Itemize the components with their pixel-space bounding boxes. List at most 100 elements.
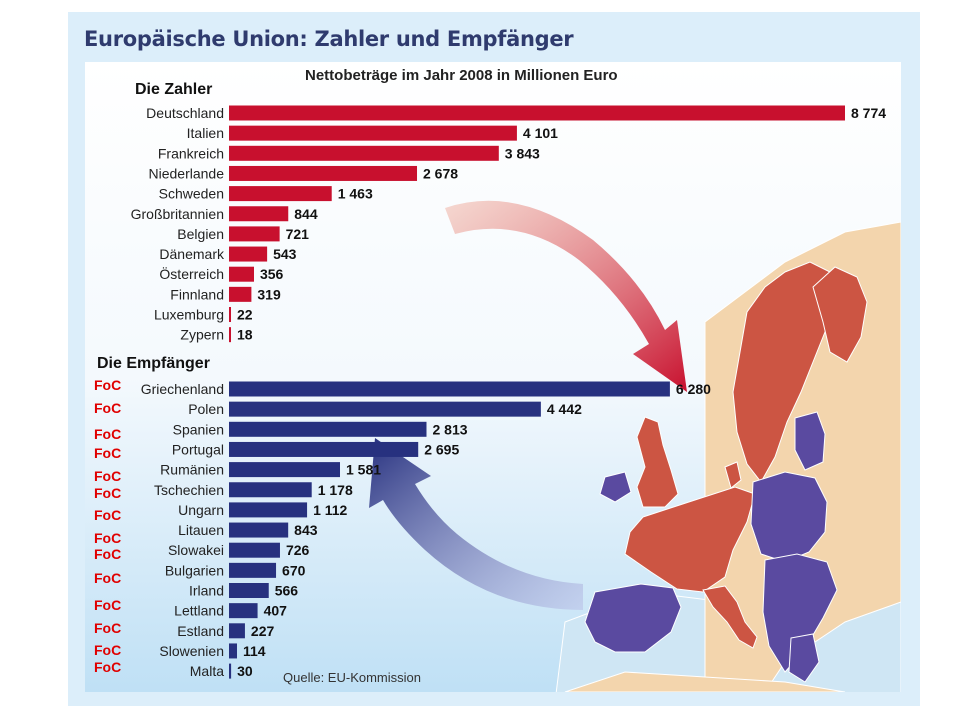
recipient-category-label: Irland <box>189 583 224 599</box>
payer-value-label: 4 101 <box>523 125 558 141</box>
recipient-category-label: Litauen <box>178 522 224 538</box>
payer-category-label: Dänemark <box>159 246 225 262</box>
recipient-bar-malta <box>229 663 232 679</box>
payer-bar-zypern <box>229 327 231 343</box>
recipient-bar-ungarn <box>229 502 308 518</box>
map-payer-italy <box>702 585 758 649</box>
recipient-value-label: 670 <box>282 562 306 578</box>
recipient-value-label: 6 280 <box>676 381 711 397</box>
recipient-bar-irland <box>229 583 269 598</box>
payer-category-label: Finnland <box>170 286 224 302</box>
foc-annotation: FoC <box>94 507 122 523</box>
recipient-category-label: Griechenland <box>141 381 224 397</box>
recipient-bar-litauen <box>229 522 289 538</box>
map-recipient-iberia <box>584 583 682 653</box>
payer-value-label: 543 <box>273 246 297 262</box>
map-recipient-ireland <box>599 471 632 503</box>
foc-annotation: FoC <box>94 597 122 613</box>
recipient-category-label: Lettland <box>174 603 224 619</box>
payer-value-label: 356 <box>260 266 284 282</box>
recipient-value-label: 2 695 <box>424 441 459 457</box>
foc-annotation: FoC <box>94 485 122 501</box>
payer-value-label: 1 463 <box>338 186 373 202</box>
recipient-bar-polen <box>229 401 541 417</box>
map-payer-west <box>624 486 756 593</box>
foc-annotation: FoC <box>94 570 122 586</box>
map-payer-britain <box>636 416 679 508</box>
payer-value-label: 721 <box>286 226 310 242</box>
payer-category-label: Schweden <box>159 186 224 202</box>
payer-bar-niederlande <box>229 165 418 181</box>
foc-annotation: FoC <box>94 659 122 675</box>
bar-chart: Deutschland 8 774 Italien 4 101 Frankreich 3 … <box>85 62 901 692</box>
payer-category-label: Österreich <box>159 265 224 282</box>
payer-value-label: 18 <box>237 327 253 343</box>
recipient-category-label: Bulgarien <box>165 562 224 578</box>
payer-bar-frankreich <box>229 145 499 161</box>
recipient-bar-slowenien <box>229 643 238 659</box>
source-note: Quelle: EU-Kommission <box>283 670 421 685</box>
foc-annotation: FoC <box>94 426 122 442</box>
map-recipient-greece <box>788 633 820 683</box>
payer-bar-finnland <box>229 286 252 302</box>
recipient-value-label: 227 <box>251 623 275 639</box>
recipient-bar-slowakei <box>229 542 280 558</box>
recipient-category-label: Malta <box>190 663 224 679</box>
map-payer-finland <box>812 266 868 363</box>
recipient-value-label: 4 442 <box>547 401 582 417</box>
recipient-value-label: 30 <box>237 663 253 679</box>
payer-bar-belgien <box>229 226 280 242</box>
recipient-bar-griechenland <box>229 381 670 397</box>
recipient-bar-spanien <box>229 421 427 437</box>
recipient-category-label: Rumänien <box>160 462 224 478</box>
recipient-value-label: 1 581 <box>346 462 381 478</box>
europe-map <box>555 221 901 692</box>
recipient-value-label: 1 178 <box>318 482 353 498</box>
payer-category-label: Zypern <box>180 327 224 343</box>
recipient-value-label: 1 112 <box>313 502 347 518</box>
recipient-bar-lettland <box>229 603 258 619</box>
recipient-category-label: Polen <box>188 401 224 417</box>
recipient-category-label: Tschechien <box>154 482 224 498</box>
recipient-category-label: Spanien <box>173 421 224 437</box>
recipient-bar-bulgarien <box>229 562 277 578</box>
payer-value-label: 844 <box>294 206 318 222</box>
map-recipient-baltics <box>794 411 826 471</box>
chart-subtitle: Nettobeträge im Jahr 2008 in Millionen E… <box>305 67 618 84</box>
payer-category-label: Luxemburg <box>154 307 224 323</box>
recipient-category-label: Portugal <box>172 441 224 457</box>
payer-category-label: Belgien <box>177 226 224 242</box>
map-payer-denmark <box>724 461 742 489</box>
payer-category-label: Niederlande <box>149 165 225 181</box>
foc-annotation: FoC <box>94 530 122 546</box>
payer-category-label: Deutschland <box>146 105 224 121</box>
recipient-bar-tschechien <box>229 482 312 498</box>
recipient-bar-estland <box>229 623 245 639</box>
foc-annotation: FoC <box>94 468 122 484</box>
payer-bar-schweden <box>229 186 332 202</box>
payer-bar-österreich <box>229 266 254 282</box>
recipient-category-label: Slowakei <box>168 542 224 558</box>
recipient-category-label: Slowenien <box>159 643 224 659</box>
payer-bar-italien <box>229 125 517 141</box>
payer-bar-großbritannien <box>229 206 289 222</box>
foc-annotation: FoC <box>94 546 122 562</box>
recipient-category-label: Ungarn <box>178 502 224 518</box>
recipient-value-label: 726 <box>286 542 310 558</box>
payer-category-label: Frankreich <box>158 145 224 161</box>
recipient-value-label: 566 <box>275 583 299 599</box>
map-land-africa <box>564 671 846 692</box>
recipient-bar-portugal <box>229 441 419 457</box>
payer-bar-luxemburg <box>229 307 231 322</box>
recipient-value-label: 2 813 <box>432 421 467 437</box>
payer-bar-dänemark <box>229 246 268 262</box>
payers-flow-arrow <box>445 200 687 392</box>
foc-annotation: FoC <box>94 620 122 636</box>
recipient-value-label: 114 <box>243 643 266 659</box>
foc-annotation: FoC <box>94 377 122 393</box>
payers-group-label: Die Zahler <box>135 81 212 98</box>
map-payer-scandinavia <box>732 261 836 483</box>
recipients-group-label: Die Empfänger <box>97 355 210 372</box>
payer-category-label: Italien <box>187 125 224 141</box>
recipient-value-label: 407 <box>264 603 288 619</box>
